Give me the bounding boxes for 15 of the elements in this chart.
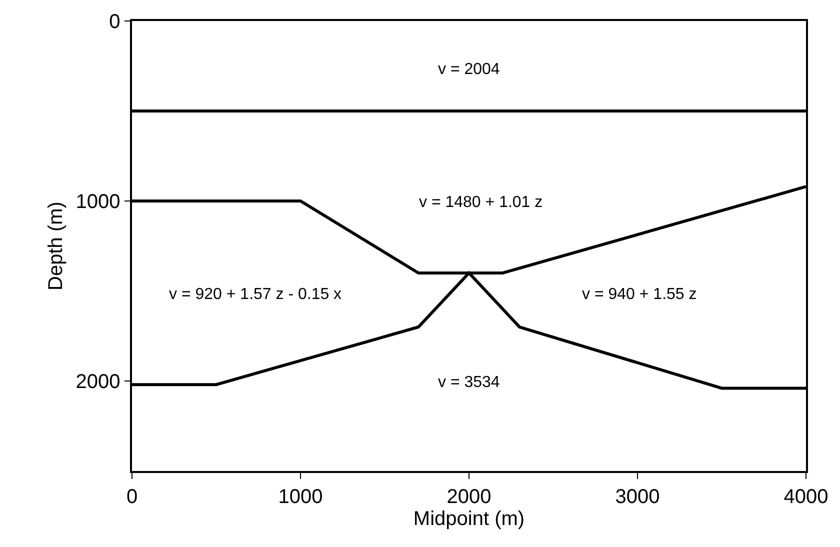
annotation: v = 3534 (438, 374, 500, 391)
y-tick-label: 2000 (76, 371, 120, 393)
x-tick-label: 1000 (278, 486, 323, 508)
annotation: v = 1480 + 1.01 z (419, 194, 543, 211)
x-tick-label: 4000 (784, 486, 828, 508)
x-tick-label: 3000 (615, 486, 660, 508)
y-tick-label: 1000 (76, 191, 120, 213)
y-tick-label: 0 (109, 11, 120, 33)
x-tick-label: 0 (126, 486, 138, 508)
y-axis-title: Depth (m) (44, 202, 67, 290)
annotation: v = 920 + 1.57 z - 0.15 x (169, 286, 342, 303)
x-tick-label: 2000 (446, 486, 492, 508)
x-axis-title: Midpoint (m) (413, 508, 525, 530)
annotation: v = 2004 (438, 61, 500, 78)
annotation: v = 940 + 1.55 z (582, 286, 697, 303)
